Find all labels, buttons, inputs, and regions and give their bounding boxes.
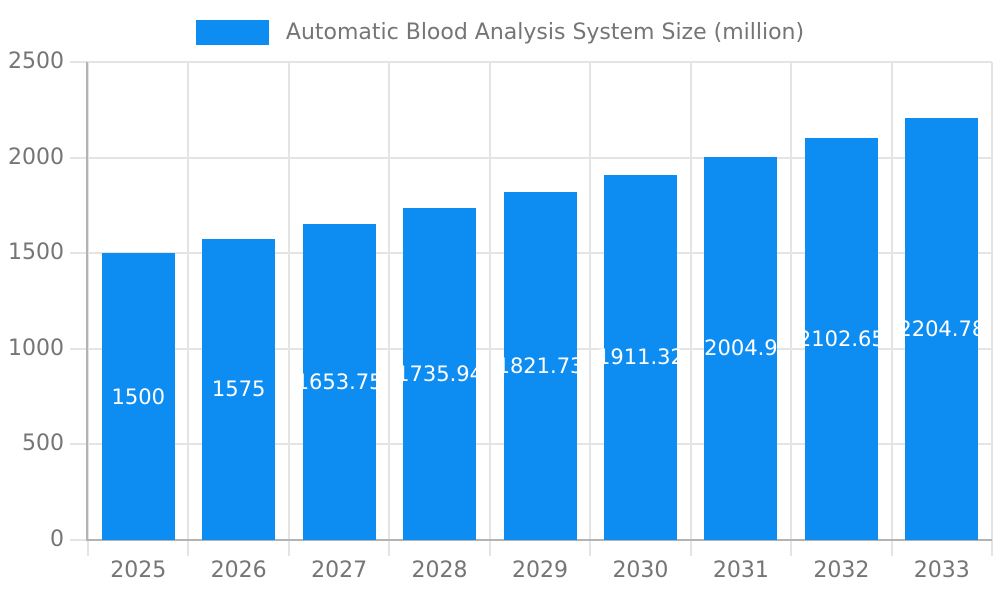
x-axis-line: [86, 539, 992, 541]
bar-value-label: 1735.94: [396, 362, 483, 387]
bar[interactable]: [403, 208, 477, 540]
bar[interactable]: [202, 238, 276, 540]
legend-label[interactable]: Automatic Blood Analysis System Size (mi…: [285, 20, 805, 45]
y-axis-tick-label: 2500: [8, 49, 64, 74]
y-axis-tick-label: 1000: [8, 335, 64, 361]
bar-value-label: 2204.78: [898, 317, 986, 342]
x-axis-tick-label: 2026: [210, 558, 267, 583]
bar[interactable]: [704, 156, 778, 540]
y-axis-line: [86, 62, 88, 541]
x-axis-tick-label: 2030: [612, 558, 669, 583]
bar-value-label: 1821.73: [496, 353, 584, 378]
x-axis-tick-label: 2025: [110, 558, 167, 583]
bar[interactable]: [804, 137, 878, 540]
bar[interactable]: [905, 118, 979, 540]
gridline-vertical: [589, 62, 592, 556]
x-axis-tick-label: 2031: [712, 558, 769, 583]
x-axis-tick-label: 2033: [913, 558, 970, 583]
legend-swatch[interactable]: [195, 20, 269, 45]
gridline-vertical: [689, 62, 692, 556]
gridline-horizontal: [70, 156, 992, 159]
x-axis-tick-label: 2028: [411, 558, 468, 583]
x-axis-tick-label: 2029: [512, 558, 568, 583]
y-axis-tick-label: 1500: [8, 240, 64, 266]
x-axis-tick-label: 2032: [813, 558, 870, 583]
bar-value-label: 2102.65: [797, 326, 885, 351]
x-axis-tick-label: 2027: [311, 558, 368, 583]
y-axis-tick-label: 500: [22, 431, 64, 457]
gridline-horizontal: [70, 61, 992, 63]
bar-value-label: 1653.75: [295, 369, 383, 394]
bar-value-label: 1500: [111, 384, 165, 409]
gridline-vertical: [991, 62, 993, 556]
gridline-vertical: [790, 62, 793, 556]
y-axis-tick-label: 2000: [8, 144, 64, 170]
gridline-vertical: [388, 62, 391, 556]
gridline-vertical: [890, 62, 893, 556]
legend: Automatic Blood Analysis System Size (mi…: [0, 20, 1000, 45]
bar[interactable]: [603, 174, 677, 540]
gridline-vertical: [87, 62, 89, 556]
gridline-vertical: [187, 62, 190, 556]
bar[interactable]: [503, 191, 577, 540]
bar[interactable]: [101, 253, 175, 540]
bar-value-label: 1575: [211, 377, 266, 402]
bar[interactable]: [302, 223, 376, 540]
gridline-vertical: [488, 62, 491, 556]
bar-value-label: 2004.9: [704, 336, 778, 361]
gridline-vertical: [287, 62, 290, 556]
y-axis-tick-label: 0: [50, 527, 64, 552]
bar-value-label: 1911.32: [597, 345, 684, 370]
